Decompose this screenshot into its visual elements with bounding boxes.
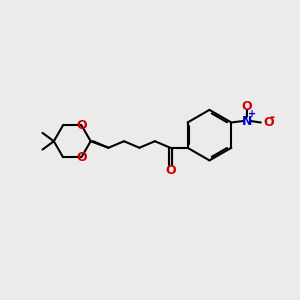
Text: O: O	[76, 119, 87, 132]
Text: +: +	[248, 110, 256, 119]
Text: O: O	[76, 151, 87, 164]
Text: O: O	[242, 100, 252, 113]
Text: O: O	[264, 116, 274, 129]
Text: O: O	[165, 164, 175, 177]
Text: N: N	[242, 115, 252, 128]
Text: -: -	[269, 111, 274, 124]
